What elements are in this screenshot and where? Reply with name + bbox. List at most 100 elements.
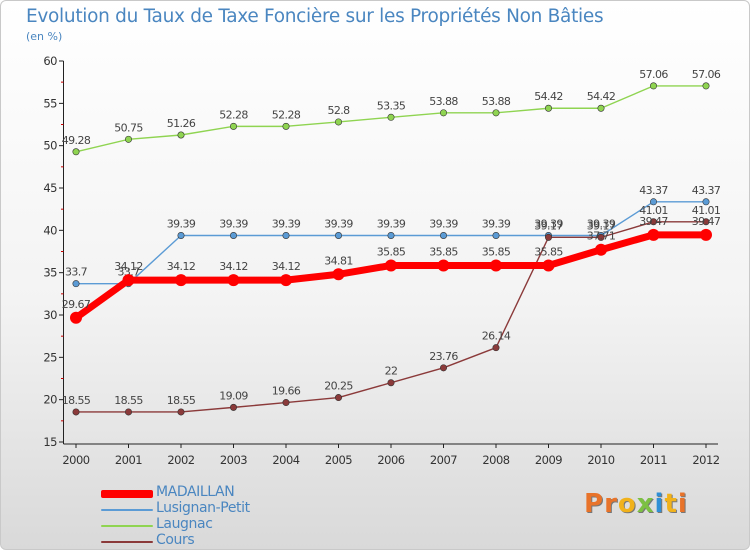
data-point-cours: [702, 218, 710, 226]
data-point-laugnac: [492, 109, 500, 117]
data-label-laugnac: 52.28: [219, 108, 248, 121]
logo-letter: x: [636, 489, 655, 519]
data-label-laugnac: 53.35: [377, 99, 406, 112]
data-point-laugnac: [597, 104, 605, 112]
logo-letter: o: [617, 489, 637, 519]
x-tick-label: 2008: [482, 453, 509, 467]
data-label-madaillan: 39.47: [639, 215, 668, 228]
data-label-lusignan-petit: 39.39: [429, 217, 458, 230]
data-point-laugnac: [125, 135, 133, 143]
data-point-laugnac: [649, 82, 657, 90]
data-point-cours: [649, 218, 657, 226]
logo-letter: i: [654, 489, 665, 519]
data-label-laugnac: 50.75: [114, 121, 143, 134]
y-tick-label: 35: [43, 266, 57, 280]
proxiti-logo: Proxiti: [584, 489, 688, 519]
data-point-laugnac: [177, 131, 185, 139]
data-label-lusignan-petit: 39.39: [482, 217, 511, 230]
data-point-cours: [492, 344, 500, 352]
data-point-lusignan-petit: [334, 231, 342, 239]
data-label-laugnac: 54.42: [587, 90, 616, 103]
data-point-laugnac: [334, 118, 342, 126]
data-label-lusignan-petit: 39.39: [219, 217, 248, 230]
data-label-laugnac: 57.06: [692, 68, 721, 81]
legend-swatch-madaillan: [101, 490, 153, 498]
data-label-lusignan-petit: 33.7: [117, 266, 140, 279]
data-point-laugnac: [544, 104, 552, 112]
data-point-lusignan-petit: [282, 231, 290, 239]
logo-letter: P: [584, 489, 605, 519]
data-point-madaillan: [70, 311, 82, 324]
data-label-cours: 18.55: [62, 394, 91, 407]
x-tick-label: 2005: [325, 453, 352, 467]
legend-label-madaillan: MADAILLAN: [156, 484, 235, 500]
data-label-cours: 26.14: [482, 330, 511, 343]
data-point-madaillan: [385, 259, 397, 272]
logo-letter: i: [677, 489, 688, 519]
data-label-madaillan: 35.85: [429, 245, 458, 258]
data-point-madaillan: [280, 274, 292, 287]
x-tick-label: 2011: [640, 453, 667, 467]
data-label-lusignan-petit: 33.7: [65, 266, 88, 279]
data-label-cours: 41.01: [692, 204, 721, 217]
data-point-lusignan-petit: [177, 231, 185, 239]
data-label-cours: 41.01: [639, 204, 668, 217]
data-point-cours: [72, 408, 80, 416]
data-point-madaillan: [647, 228, 660, 241]
x-tick-label: 2010: [587, 453, 614, 467]
y-tick-label: 25: [43, 350, 57, 364]
data-label-cours: 39.17: [534, 219, 563, 232]
y-axis-unit-label: (en %): [26, 30, 63, 43]
x-tick-label: 2009: [535, 453, 562, 467]
data-label-cours: 19.66: [272, 385, 301, 398]
data-point-madaillan: [490, 259, 502, 272]
legend-label-lusignan-petit: Lusignan-Petit: [156, 500, 250, 516]
data-point-laugnac: [230, 122, 238, 130]
y-tick-label: 60: [43, 54, 57, 68]
x-tick-label: 2007: [430, 453, 457, 467]
x-tick-label: 2006: [377, 453, 404, 467]
data-label-lusignan-petit: 39.39: [324, 217, 353, 230]
data-label-laugnac: 53.88: [429, 95, 458, 108]
data-point-cours: [177, 408, 185, 416]
data-label-madaillan: 34.81: [324, 254, 353, 267]
data-point-madaillan: [332, 268, 345, 281]
data-label-madaillan: 34.12: [167, 260, 196, 273]
data-point-cours: [544, 233, 552, 241]
data-label-laugnac: 51.26: [167, 117, 196, 130]
data-point-madaillan: [595, 243, 607, 256]
data-label-madaillan: 35.85: [377, 245, 406, 258]
legend-label-laugnac: Laugnac: [156, 516, 213, 532]
data-point-madaillan: [542, 259, 555, 272]
x-tick-label: 2001: [115, 453, 142, 467]
data-point-cours: [230, 403, 238, 411]
data-label-cours: 18.55: [114, 394, 143, 407]
data-label-cours: 23.76: [429, 350, 458, 363]
logo-letter: r: [604, 489, 618, 519]
x-tick-label: 2002: [167, 453, 194, 467]
data-label-laugnac: 52.28: [272, 108, 301, 121]
data-label-lusignan-petit: 39.39: [534, 217, 563, 230]
data-label-laugnac: 57.06: [639, 68, 668, 81]
data-point-cours: [597, 233, 605, 241]
data-point-lusignan-petit: [387, 231, 395, 239]
legend-swatch-lusignan-petit: [101, 509, 153, 511]
data-label-lusignan-petit: 39.39: [587, 217, 616, 230]
data-label-madaillan: 35.85: [482, 245, 511, 258]
data-label-lusignan-petit: 43.37: [639, 184, 668, 197]
data-label-laugnac: 53.88: [482, 95, 511, 108]
legend-label-cours: Cours: [156, 532, 195, 548]
data-point-laugnac: [387, 113, 395, 121]
data-label-laugnac: 52.8: [327, 104, 350, 117]
data-point-lusignan-petit: [439, 231, 447, 239]
data-label-laugnac: 49.28: [62, 134, 91, 147]
data-point-cours: [282, 399, 290, 407]
data-label-lusignan-petit: 39.39: [167, 217, 196, 230]
data-point-madaillan: [437, 259, 450, 272]
data-label-madaillan: 37.71: [587, 230, 616, 243]
data-point-cours: [439, 364, 447, 372]
y-tick-label: 45: [43, 181, 57, 195]
data-point-madaillan: [122, 274, 135, 287]
data-point-madaillan: [227, 274, 240, 287]
